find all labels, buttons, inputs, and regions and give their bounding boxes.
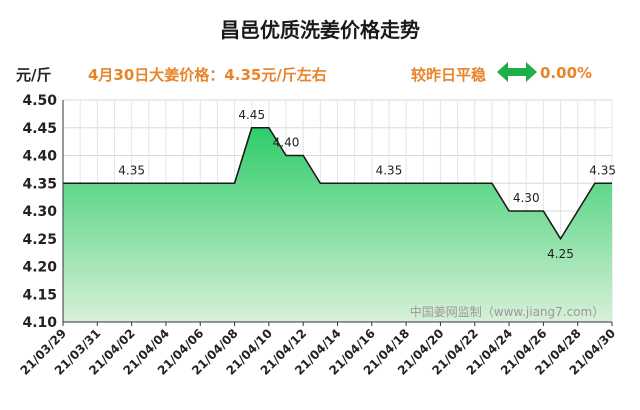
- y-tick-label: 4.15: [22, 287, 57, 303]
- y-tick-label: 4.35: [22, 176, 57, 192]
- change-percent: 0.00%: [540, 64, 593, 82]
- y-tick-label: 4.30: [22, 204, 57, 220]
- chart-title: 昌邑优质洗姜价格走势: [220, 18, 420, 42]
- data-label: 4.35: [589, 163, 616, 177]
- y-tick-label: 4.45: [22, 121, 57, 137]
- data-label: 4.40: [273, 136, 300, 150]
- y-tick-label: 4.10: [22, 315, 57, 331]
- price-line: [63, 126, 612, 241]
- price-summary: 4月30日大姜价格：4.35元/斤左右: [88, 66, 327, 84]
- y-tick-label: 4.40: [22, 149, 57, 165]
- double-arrow-icon: [497, 62, 537, 82]
- data-label: 4.35: [118, 163, 145, 177]
- data-label: 4.45: [238, 108, 265, 122]
- y-tick-label: 4.25: [22, 232, 57, 248]
- data-label: 4.30: [513, 191, 540, 205]
- data-label: 4.35: [376, 163, 403, 177]
- price-area: [63, 127, 612, 322]
- compare-text: 较昨日平稳: [411, 66, 487, 84]
- data-label: 4.25: [547, 247, 574, 261]
- y-tick-label: 4.20: [22, 260, 57, 276]
- watermark: 中国姜网监制（www.jiang7.com）: [410, 304, 604, 319]
- y-tick-label: 4.50: [22, 93, 57, 109]
- y-axis-unit: 元/斤: [16, 66, 52, 84]
